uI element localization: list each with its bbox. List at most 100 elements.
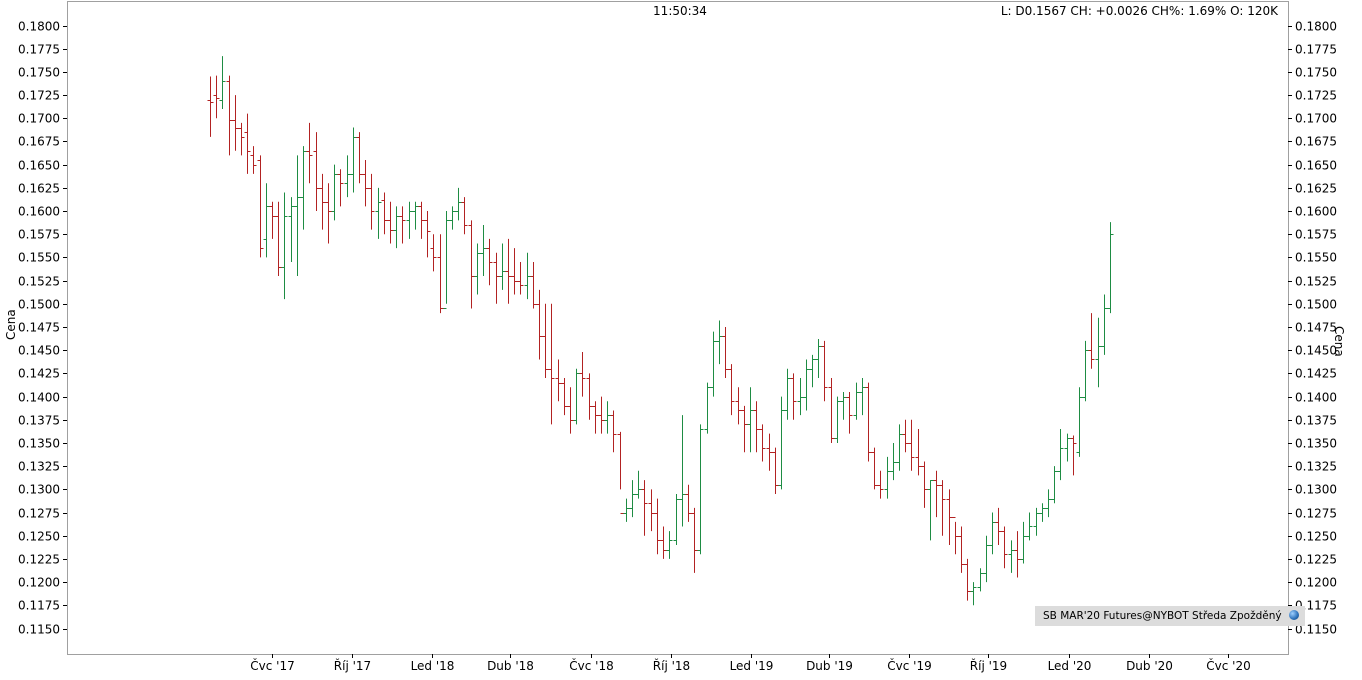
x-tick-label: Čvc '19: [887, 658, 931, 673]
ohlc-bar: [1064, 433, 1071, 462]
ohlc-bar: [989, 512, 996, 555]
ohlc-bar: [660, 526, 667, 559]
ohlc-bar: [983, 535, 990, 583]
ohlc-bar: [890, 442, 897, 481]
ohlc-bar: [629, 480, 636, 518]
header-quote-info: L: D0.1567 CH: +0.0026 CH%: 1.69% O: 120…: [1000, 4, 1278, 18]
x-tick-label: Čvc '17: [250, 658, 294, 673]
ohlc-bar: [548, 303, 555, 425]
ohlc-bar: [685, 484, 692, 522]
ohlc-bar: [815, 339, 822, 379]
ohlc-bar: [313, 132, 320, 212]
ohlc-bar: [493, 252, 500, 304]
ohlc-bar: [884, 456, 891, 499]
ohlc-bar: [871, 447, 878, 490]
ohlc-bar: [790, 373, 797, 420]
ohlc-bar: [505, 238, 512, 304]
ohlc-bar: [1070, 435, 1077, 476]
ohlc-bar: [592, 401, 599, 434]
ohlc-bar: [1039, 503, 1046, 522]
ohlc-bar: [939, 480, 946, 536]
ohlc-bar: [598, 396, 605, 434]
ohlc-bar: [617, 431, 624, 514]
ohlc-bar: [356, 132, 363, 184]
ohlc-bar: [809, 354, 816, 388]
y-tick-label-left: 0.1725: [18, 89, 60, 103]
ohlc-bar: [741, 405, 748, 453]
x-tick-label: Říj '17: [334, 658, 371, 673]
ohlc-bar: [604, 401, 611, 434]
x-tick-label: Čvc '20: [1206, 658, 1250, 673]
y-tick-label-right: 0.1725: [1295, 89, 1337, 103]
ohlc-bar: [424, 211, 431, 258]
ohlc-bar: [474, 243, 481, 295]
y-tick-label-right: 0.1700: [1295, 112, 1337, 126]
ohlc-bar: [666, 531, 673, 559]
ohlc-bar: [623, 498, 630, 522]
ohlc-bar: [735, 387, 742, 425]
ohlc-bar: [946, 489, 953, 546]
y-tick-label-right: 0.1550: [1295, 251, 1337, 265]
ohlc-bar: [766, 433, 773, 471]
ohlc-bar: [908, 419, 915, 471]
ohlc-bar: [921, 461, 928, 508]
ohlc-bar: [399, 206, 406, 244]
ohlc-bar: [586, 373, 593, 420]
y-tick-label-left: 0.1700: [18, 112, 60, 126]
globe-icon: [1288, 610, 1299, 620]
ohlc-bar: [437, 234, 444, 314]
ohlc-bar: [1107, 222, 1114, 314]
y-tick-label-left: 0.1275: [18, 507, 60, 521]
instrument-badge[interactable]: SB MAR'20 Futures@NYBOT Středa Zpožděný: [1035, 606, 1305, 626]
ohlc-bar: [387, 201, 394, 244]
ohlc-bar: [368, 173, 375, 230]
y-tick-label-left: 0.1200: [18, 576, 60, 590]
y-tick-label-left: 0.1450: [18, 344, 60, 358]
ohlc-bar: [511, 248, 518, 295]
ohlc-bar: [393, 206, 400, 249]
ohlc-bar: [294, 155, 301, 276]
y-tick-label-left: 0.1425: [18, 367, 60, 381]
ohlc-bar: [821, 340, 828, 402]
ohlc-bar: [257, 155, 264, 258]
y-tick-label-right: 0.1425: [1295, 367, 1337, 381]
ohlc-bar: [524, 252, 531, 300]
ohlc-bar: [213, 75, 220, 119]
ohlc-bar: [269, 201, 276, 239]
ohlc-bar: [759, 424, 766, 462]
ohlc-bar: [306, 122, 313, 184]
x-tick-label: Led '20: [1048, 659, 1092, 673]
ohlc-bar: [337, 169, 344, 207]
y-tick-label-right: 0.1650: [1295, 159, 1337, 173]
ohlc-bar: [443, 211, 450, 309]
ohlc-bar: [679, 415, 686, 527]
ohlc-bar: [710, 331, 717, 397]
ohlc-bar: [853, 382, 860, 420]
ohlc-bar: [288, 197, 295, 263]
y-tick-label-left: 0.1775: [18, 43, 60, 57]
y-tick-label-right: 0.1150: [1295, 623, 1337, 637]
ohlc-bar: [468, 220, 475, 309]
ohlc-bar: [648, 489, 655, 532]
ohlc-bar: [1014, 531, 1021, 578]
ohlc-bar: [275, 201, 282, 276]
ohlc-bar: [697, 424, 704, 555]
ohlc-bar: [530, 262, 537, 309]
ohlc-bar: [846, 391, 853, 434]
ohlc-bar: [232, 95, 239, 151]
x-tick-label: Dub '18: [487, 659, 534, 673]
ohlc-bar: [418, 201, 425, 239]
ohlc-bar: [635, 470, 642, 499]
y-tick-label-left: 0.1225: [18, 553, 60, 567]
ohlc-bar: [915, 429, 922, 476]
ohlc-bar: [1026, 512, 1033, 541]
y-tick-label-right: 0.1575: [1295, 228, 1337, 242]
ohlc-bar: [542, 303, 549, 379]
ohlc-bar: [933, 470, 940, 518]
ohlc-bar: [226, 75, 233, 156]
ohlc-bar: [319, 173, 326, 230]
ohlc-bar: [772, 447, 779, 494]
y-tick-label-right: 0.1450: [1295, 344, 1337, 358]
ohlc-bar: [331, 164, 338, 221]
